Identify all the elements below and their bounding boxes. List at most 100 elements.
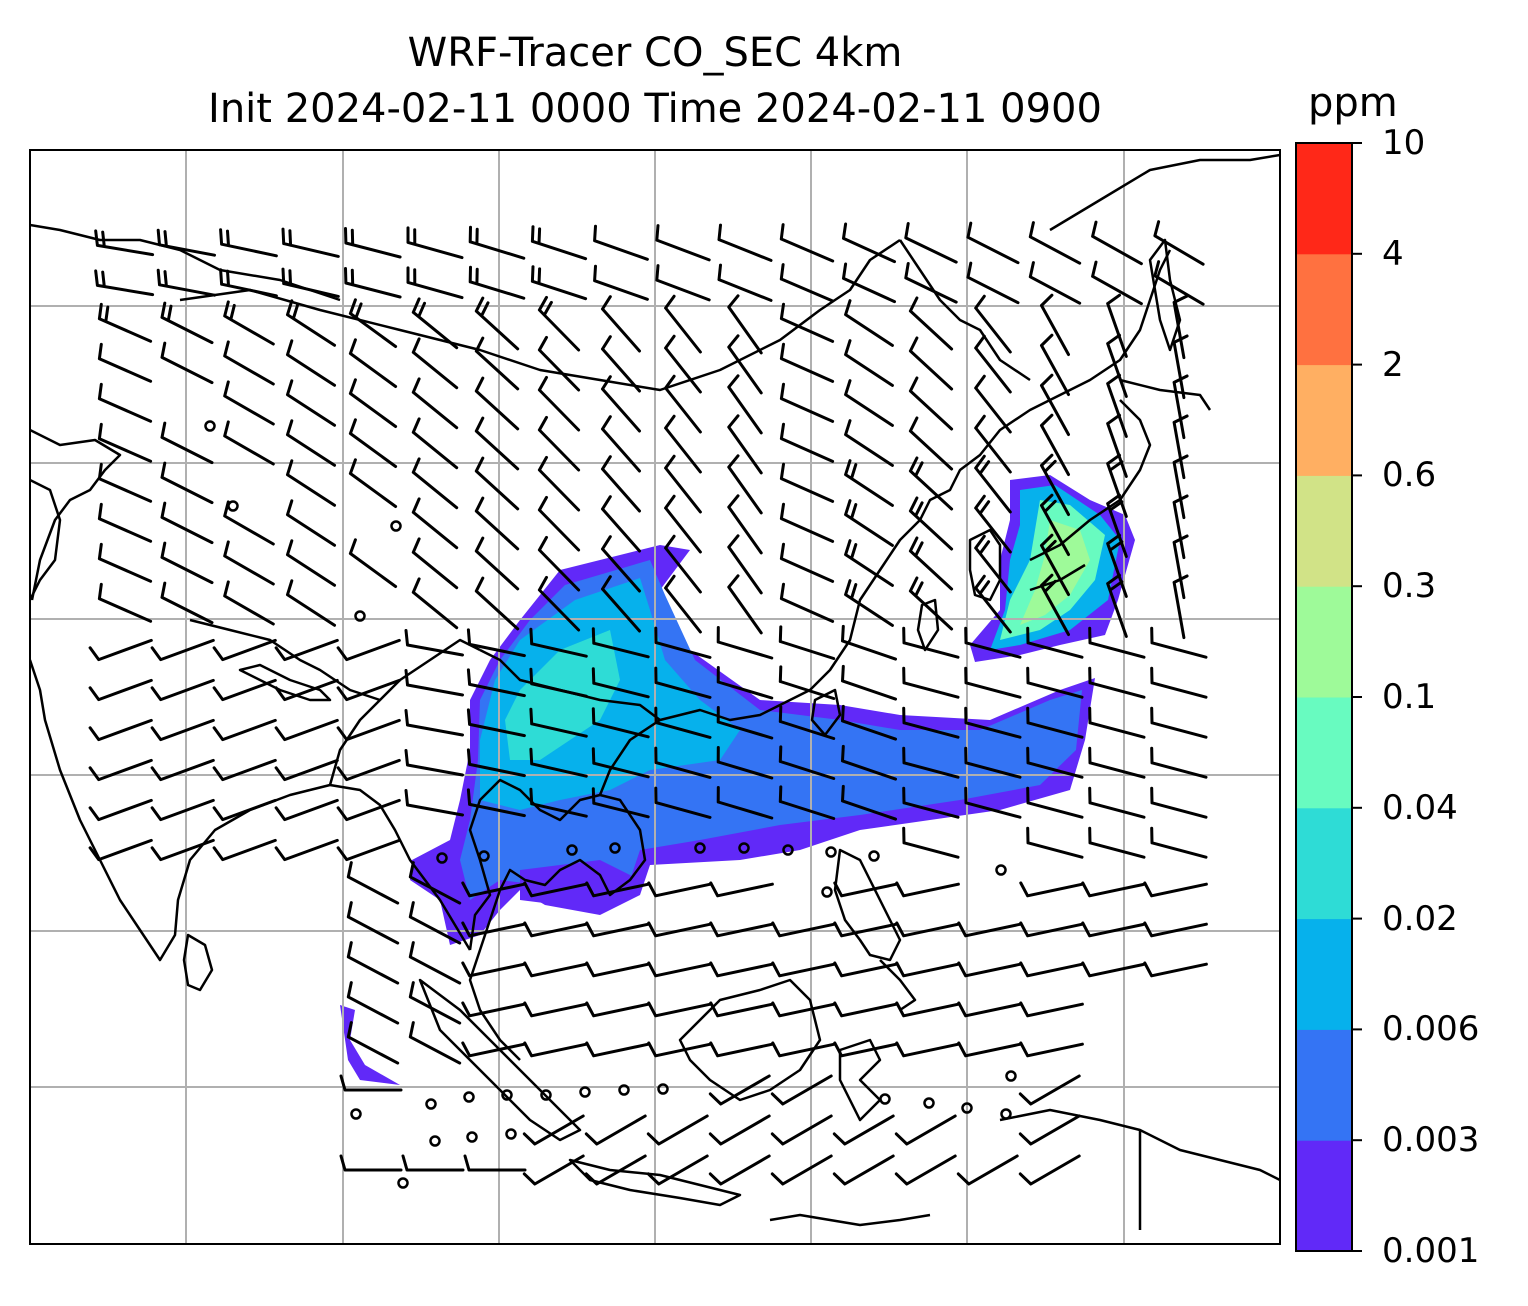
- wind-barb: [1040, 293, 1070, 356]
- wind-barb: [1143, 961, 1208, 978]
- wind-barb: [348, 338, 398, 388]
- calm-wind-circle: [923, 1097, 935, 1109]
- wind-barb: [274, 758, 339, 782]
- wind-barb: [601, 455, 641, 513]
- wind-barb: [401, 1154, 465, 1172]
- wind-barb: [88, 758, 153, 782]
- wind-barb: [717, 223, 773, 262]
- wind-barb: [150, 638, 215, 662]
- map-panel: [30, 150, 1280, 1244]
- wind-barb: [537, 415, 581, 472]
- wind-barb: [727, 414, 763, 475]
- wind-barb: [466, 748, 526, 778]
- wind-barb: [1040, 493, 1070, 556]
- mongolia-border: [179, 238, 901, 392]
- wind-barb: [411, 417, 459, 470]
- wind-barb: [779, 263, 835, 303]
- wind-barb: [908, 336, 954, 391]
- west-border: [30, 478, 62, 601]
- wind-barb: [1026, 746, 1084, 779]
- wind-barb: [664, 294, 702, 354]
- calm-wind-circle: [463, 1091, 475, 1103]
- wind-barb: [156, 268, 216, 297]
- wind-barb: [223, 580, 275, 626]
- wind-barb: [779, 342, 835, 383]
- wind-barb: [591, 707, 650, 739]
- wind-barb: [1106, 573, 1128, 638]
- wind-barb: [647, 1041, 712, 1058]
- wind-barb: [902, 666, 960, 699]
- calm-wind-circle: [505, 1128, 517, 1140]
- wind-barb: [908, 296, 954, 351]
- colorbar-tick-label: 0.006: [1382, 1009, 1480, 1050]
- wind-barb: [841, 704, 897, 741]
- wind-barb: [894, 1154, 957, 1186]
- colorbar-frame: [1295, 142, 1353, 1252]
- wind-barb: [709, 921, 774, 938]
- sakhalin: [1148, 238, 1182, 352]
- colorbar-segment: [1296, 918, 1352, 1030]
- wind-barb: [844, 339, 894, 387]
- wind-barb: [281, 267, 340, 298]
- wind-barb: [974, 494, 1012, 554]
- wind-barb: [770, 1154, 833, 1186]
- wind-barb: [779, 502, 835, 543]
- wind-barb: [902, 786, 960, 819]
- wind-barb: [1106, 413, 1128, 478]
- wind-barb: [529, 787, 588, 818]
- sumatra: [418, 978, 582, 1142]
- wind-barb: [779, 382, 835, 423]
- colorbar-tick-label: 0.04: [1382, 787, 1458, 828]
- wind-barb: [348, 538, 398, 588]
- calm-wind-circle: [429, 1135, 441, 1147]
- colorbar-tick-label: 0.3: [1382, 566, 1437, 607]
- wind-barb: [654, 626, 712, 659]
- wind-barb: [974, 414, 1012, 474]
- wind-barb: [964, 746, 1022, 779]
- wind-barb: [1172, 534, 1189, 600]
- wind-barb: [964, 786, 1022, 819]
- wind-barb: [1106, 533, 1128, 598]
- wind-barb: [1172, 414, 1189, 480]
- wind-barb: [212, 718, 277, 742]
- co-plume-main-04: [505, 630, 620, 760]
- wind-barb: [709, 1001, 774, 1018]
- wind-barb: [474, 536, 520, 591]
- wind-barb: [474, 416, 520, 471]
- wind-barb: [223, 540, 275, 586]
- wind-barb: [727, 574, 763, 635]
- russia-coast: [1049, 153, 1280, 411]
- wind-barb: [404, 749, 464, 777]
- lesser-sunda: [769, 1213, 931, 1227]
- wind-barb: [601, 415, 641, 473]
- wind-barb: [463, 1154, 527, 1172]
- calm-wind-circle: [657, 1083, 669, 1095]
- calm-wind-circle: [1000, 1108, 1012, 1120]
- wind-barb: [223, 380, 275, 426]
- wind-barb: [1172, 574, 1189, 640]
- wind-barb: [833, 961, 898, 978]
- wind-barb: [468, 265, 526, 300]
- wind-barb: [902, 626, 960, 659]
- wind-barb: [344, 267, 402, 299]
- wind-barb: [336, 838, 401, 862]
- wind-barb: [223, 340, 275, 386]
- calm-wind-circle: [961, 1102, 973, 1114]
- calm-wind-circle: [694, 842, 706, 854]
- calm-wind-circle: [478, 850, 490, 862]
- wind-barb: [779, 302, 835, 343]
- wind-barb: [908, 496, 954, 551]
- wind-barb: [408, 1021, 462, 1065]
- wind-barb: [591, 667, 650, 699]
- wind-barb: [1153, 260, 1205, 306]
- wind-barb: [904, 262, 958, 304]
- colorbar-unit-label: ppm: [1308, 80, 1398, 126]
- wind-barb: [716, 706, 774, 740]
- nepal: [238, 663, 332, 702]
- wind-barb: [523, 1001, 588, 1018]
- wind-barb: [771, 1041, 836, 1058]
- wind-barb: [1040, 533, 1070, 596]
- wind-barb: [336, 798, 401, 822]
- wind-barb: [1040, 453, 1070, 516]
- wind-barb: [411, 497, 459, 550]
